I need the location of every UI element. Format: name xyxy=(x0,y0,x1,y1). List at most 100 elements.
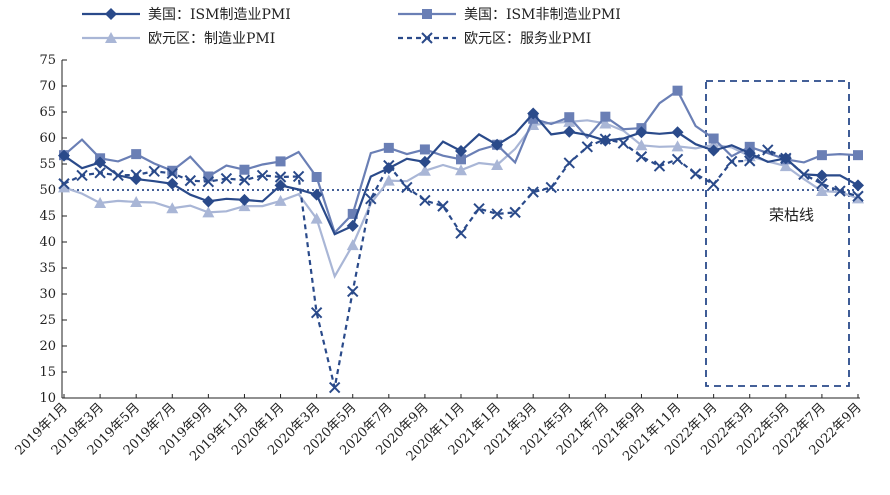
data-point xyxy=(401,181,413,194)
data-point xyxy=(166,202,179,214)
data-point xyxy=(671,153,684,166)
data-point xyxy=(816,178,828,190)
data-point xyxy=(527,107,540,120)
highlight-box xyxy=(705,80,850,387)
legend-marker xyxy=(105,8,117,20)
data-point xyxy=(455,164,467,176)
data-point xyxy=(853,150,863,161)
data-point xyxy=(672,85,683,96)
data-point xyxy=(274,171,287,183)
legend-label: 美国：ISM制造业PMI xyxy=(148,7,291,23)
data-point xyxy=(202,175,215,188)
data-point xyxy=(816,150,827,161)
data-point xyxy=(131,149,142,160)
y-tick-label: 40 xyxy=(39,235,56,250)
data-point xyxy=(455,227,467,239)
data-point xyxy=(346,239,359,251)
data-point xyxy=(275,156,286,167)
y-tick-label: 60 xyxy=(39,131,56,146)
data-point xyxy=(852,179,864,192)
legend-label: 欧元区：服务业PMI xyxy=(464,31,591,47)
data-point xyxy=(203,171,214,182)
plot-area: 10152025303540455055606570752019年1月2019年… xyxy=(13,53,865,464)
data-point xyxy=(347,285,359,298)
data-point xyxy=(671,140,684,152)
data-point xyxy=(707,178,720,190)
data-point xyxy=(94,167,106,179)
data-point xyxy=(762,144,774,156)
data-point xyxy=(130,195,143,207)
y-tick-label: 25 xyxy=(39,313,56,328)
y-tick-label: 45 xyxy=(39,209,56,224)
data-point xyxy=(815,169,828,182)
data-point xyxy=(383,142,394,153)
data-point xyxy=(473,203,485,215)
data-point xyxy=(509,206,521,219)
y-tick-label: 30 xyxy=(39,287,56,302)
data-point xyxy=(382,162,395,175)
data-point xyxy=(527,186,539,198)
data-point xyxy=(779,152,792,165)
y-tick-label: 10 xyxy=(39,391,56,406)
data-point xyxy=(563,157,575,169)
data-point xyxy=(600,111,611,122)
data-point xyxy=(834,185,846,197)
data-point xyxy=(708,133,719,144)
data-point xyxy=(58,178,70,190)
data-point xyxy=(635,151,648,163)
data-point xyxy=(310,307,323,319)
data-point xyxy=(599,134,612,147)
y-tick-label: 20 xyxy=(39,339,56,354)
series-line xyxy=(63,137,859,388)
data-point xyxy=(166,177,179,190)
data-point xyxy=(418,155,431,168)
legend-marker xyxy=(422,9,432,19)
data-point xyxy=(779,160,792,172)
y-tick-label: 35 xyxy=(39,261,56,276)
data-point xyxy=(148,165,160,177)
data-point xyxy=(310,188,323,201)
data-point xyxy=(94,197,107,208)
data-point xyxy=(491,138,504,151)
legend-marker xyxy=(421,32,433,44)
legend-marker xyxy=(105,32,117,43)
data-point xyxy=(653,160,666,172)
y-tick-label: 50 xyxy=(39,183,56,198)
data-point xyxy=(256,169,269,182)
data-point xyxy=(725,155,738,168)
data-point xyxy=(184,174,197,187)
data-point xyxy=(815,185,828,197)
data-point xyxy=(419,194,431,207)
data-point xyxy=(365,193,377,205)
data-point xyxy=(220,172,233,185)
data-point xyxy=(166,167,178,180)
data-point xyxy=(76,169,88,182)
data-point xyxy=(707,138,720,150)
data-point xyxy=(545,181,557,194)
data-point xyxy=(238,174,251,186)
data-point xyxy=(311,172,322,182)
data-point xyxy=(491,159,504,171)
legend-label: 欧元区：制造业PMI xyxy=(148,31,275,47)
data-point xyxy=(599,117,612,129)
data-point xyxy=(202,195,215,208)
data-point xyxy=(347,208,358,219)
y-tick-label: 15 xyxy=(39,365,56,380)
data-point xyxy=(346,219,359,232)
data-point xyxy=(581,141,594,153)
data-point xyxy=(310,212,323,224)
data-point xyxy=(58,149,70,162)
data-point xyxy=(418,164,431,176)
data-point xyxy=(130,173,143,186)
data-point xyxy=(564,112,575,123)
data-point xyxy=(167,165,178,176)
reference-line-label: 荣枯线 xyxy=(769,206,814,224)
data-point xyxy=(238,193,251,206)
data-point xyxy=(744,141,755,152)
data-point xyxy=(455,145,467,157)
legend: 美国：ISM制造业PMI 美国：ISM非制造业PMI 欧元区：制造业PMI 欧元区：服… xyxy=(82,7,621,47)
data-point xyxy=(707,144,720,157)
data-point xyxy=(671,126,684,139)
data-point xyxy=(274,194,287,206)
